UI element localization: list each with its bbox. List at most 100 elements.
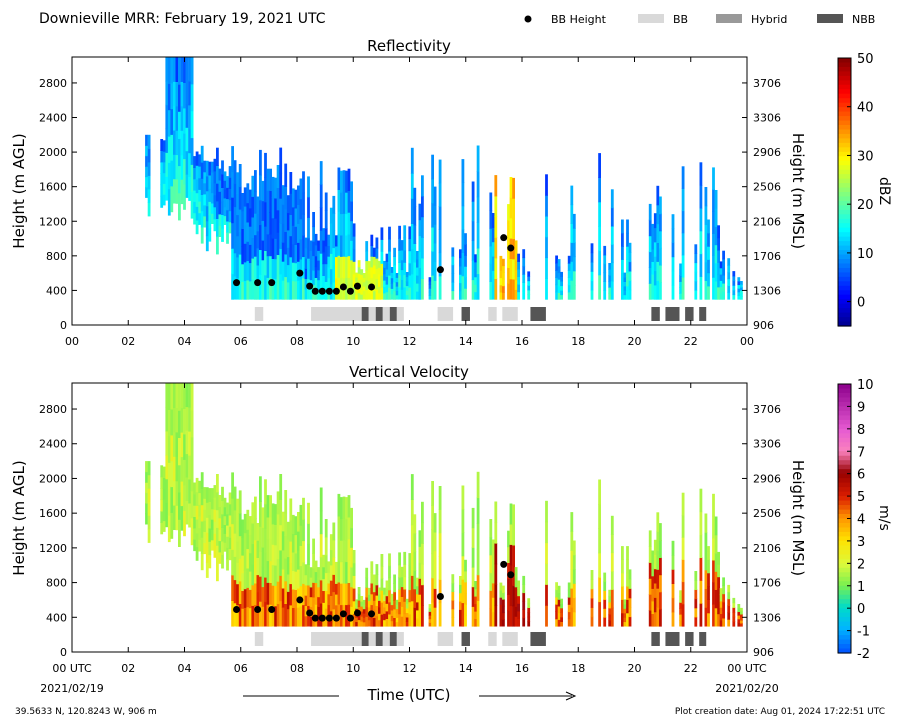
field-cell (603, 590, 607, 600)
field-cell (408, 262, 412, 276)
field-cell (732, 597, 736, 604)
field-cell (375, 268, 379, 280)
field-cell (236, 193, 239, 216)
colorbar-segment (838, 590, 851, 596)
field-cell (362, 290, 366, 296)
colorbar-segment (838, 428, 851, 434)
field-cell (269, 582, 272, 605)
field-cell (297, 550, 300, 570)
field-cell (413, 187, 417, 207)
colorbar-segment (838, 281, 851, 287)
field-cell (714, 244, 718, 264)
field-cell (545, 278, 548, 300)
field-cell (474, 596, 477, 605)
field-cell (623, 285, 627, 291)
field-cell (193, 505, 196, 517)
field-cell (195, 151, 199, 166)
field-cell (188, 152, 191, 177)
field-cell (656, 204, 660, 225)
field-cell (659, 196, 662, 215)
field-cell (274, 544, 277, 566)
field-cell (712, 581, 715, 605)
colorbar-segment (838, 415, 851, 421)
field-cell (213, 545, 217, 558)
colorbar-segment (838, 58, 851, 64)
field-cell (494, 278, 498, 300)
colorbar-segment (838, 111, 851, 117)
field-cell (291, 225, 295, 245)
colorbar-segment (838, 522, 851, 529)
field-cell (291, 514, 295, 534)
field-cell (345, 234, 348, 257)
y-tick-label: 2400 (39, 112, 67, 125)
field-cell (210, 182, 214, 194)
field-cell (608, 589, 612, 597)
field-cell (370, 561, 374, 573)
field-cell (671, 583, 675, 599)
field-cell (233, 252, 237, 277)
field-cell (279, 524, 283, 551)
field-cell (560, 598, 563, 604)
field-cell (352, 248, 356, 262)
field-cell (223, 189, 227, 199)
field-cell (251, 216, 255, 238)
field-cell (621, 219, 624, 234)
field-cell (352, 613, 356, 627)
field-cell (264, 577, 267, 603)
field-cell (418, 203, 422, 221)
y-tick-label: 0 (60, 319, 67, 332)
field-cell (233, 533, 237, 557)
field-cell (403, 588, 407, 602)
field-cell (400, 279, 404, 290)
bb-height-point (311, 287, 319, 295)
field-cell (190, 191, 194, 219)
field-cell (451, 256, 455, 266)
field-cell (254, 539, 257, 562)
field-cell (281, 587, 285, 608)
field-cell (162, 488, 166, 500)
field-cell (302, 604, 305, 627)
field-cell (509, 523, 513, 545)
field-cell (347, 495, 351, 518)
field-cell (185, 406, 189, 431)
field-cell (355, 294, 358, 300)
field-cell (712, 559, 715, 583)
y2-tick-label: 2906 (753, 472, 781, 485)
field-cell (226, 547, 229, 560)
field-cell (332, 522, 336, 541)
field-cell (431, 481, 434, 506)
field-cell (238, 603, 242, 627)
field-cell (557, 259, 561, 267)
field-cell (183, 133, 186, 160)
field-cell (276, 165, 280, 188)
field-cell (545, 563, 548, 585)
field-cell (405, 607, 409, 613)
field-cell (418, 530, 422, 547)
field-cell (722, 609, 725, 619)
field-cell (221, 160, 224, 175)
field-cell (319, 230, 323, 254)
field-cell (329, 222, 333, 239)
field-cell (180, 154, 184, 180)
field-cell (623, 617, 627, 623)
field-cell (291, 533, 295, 553)
field-cell (491, 582, 495, 598)
field-cell (208, 501, 212, 516)
field-cell (403, 286, 407, 300)
field-cell (732, 285, 736, 291)
bb-height-point (332, 614, 340, 622)
field-cell (347, 255, 351, 278)
field-cell (173, 129, 176, 155)
field-cell (223, 524, 227, 534)
field-cell (216, 509, 219, 528)
field-cell (648, 219, 652, 237)
field-cell (198, 177, 202, 190)
field-cell (327, 277, 331, 289)
field-cell (410, 575, 414, 602)
field-cell (418, 610, 422, 627)
field-cell (322, 602, 326, 615)
field-cell (246, 587, 250, 608)
field-cell (712, 211, 715, 234)
colorbar-segment (838, 183, 851, 189)
colorbar-segment (838, 549, 851, 555)
